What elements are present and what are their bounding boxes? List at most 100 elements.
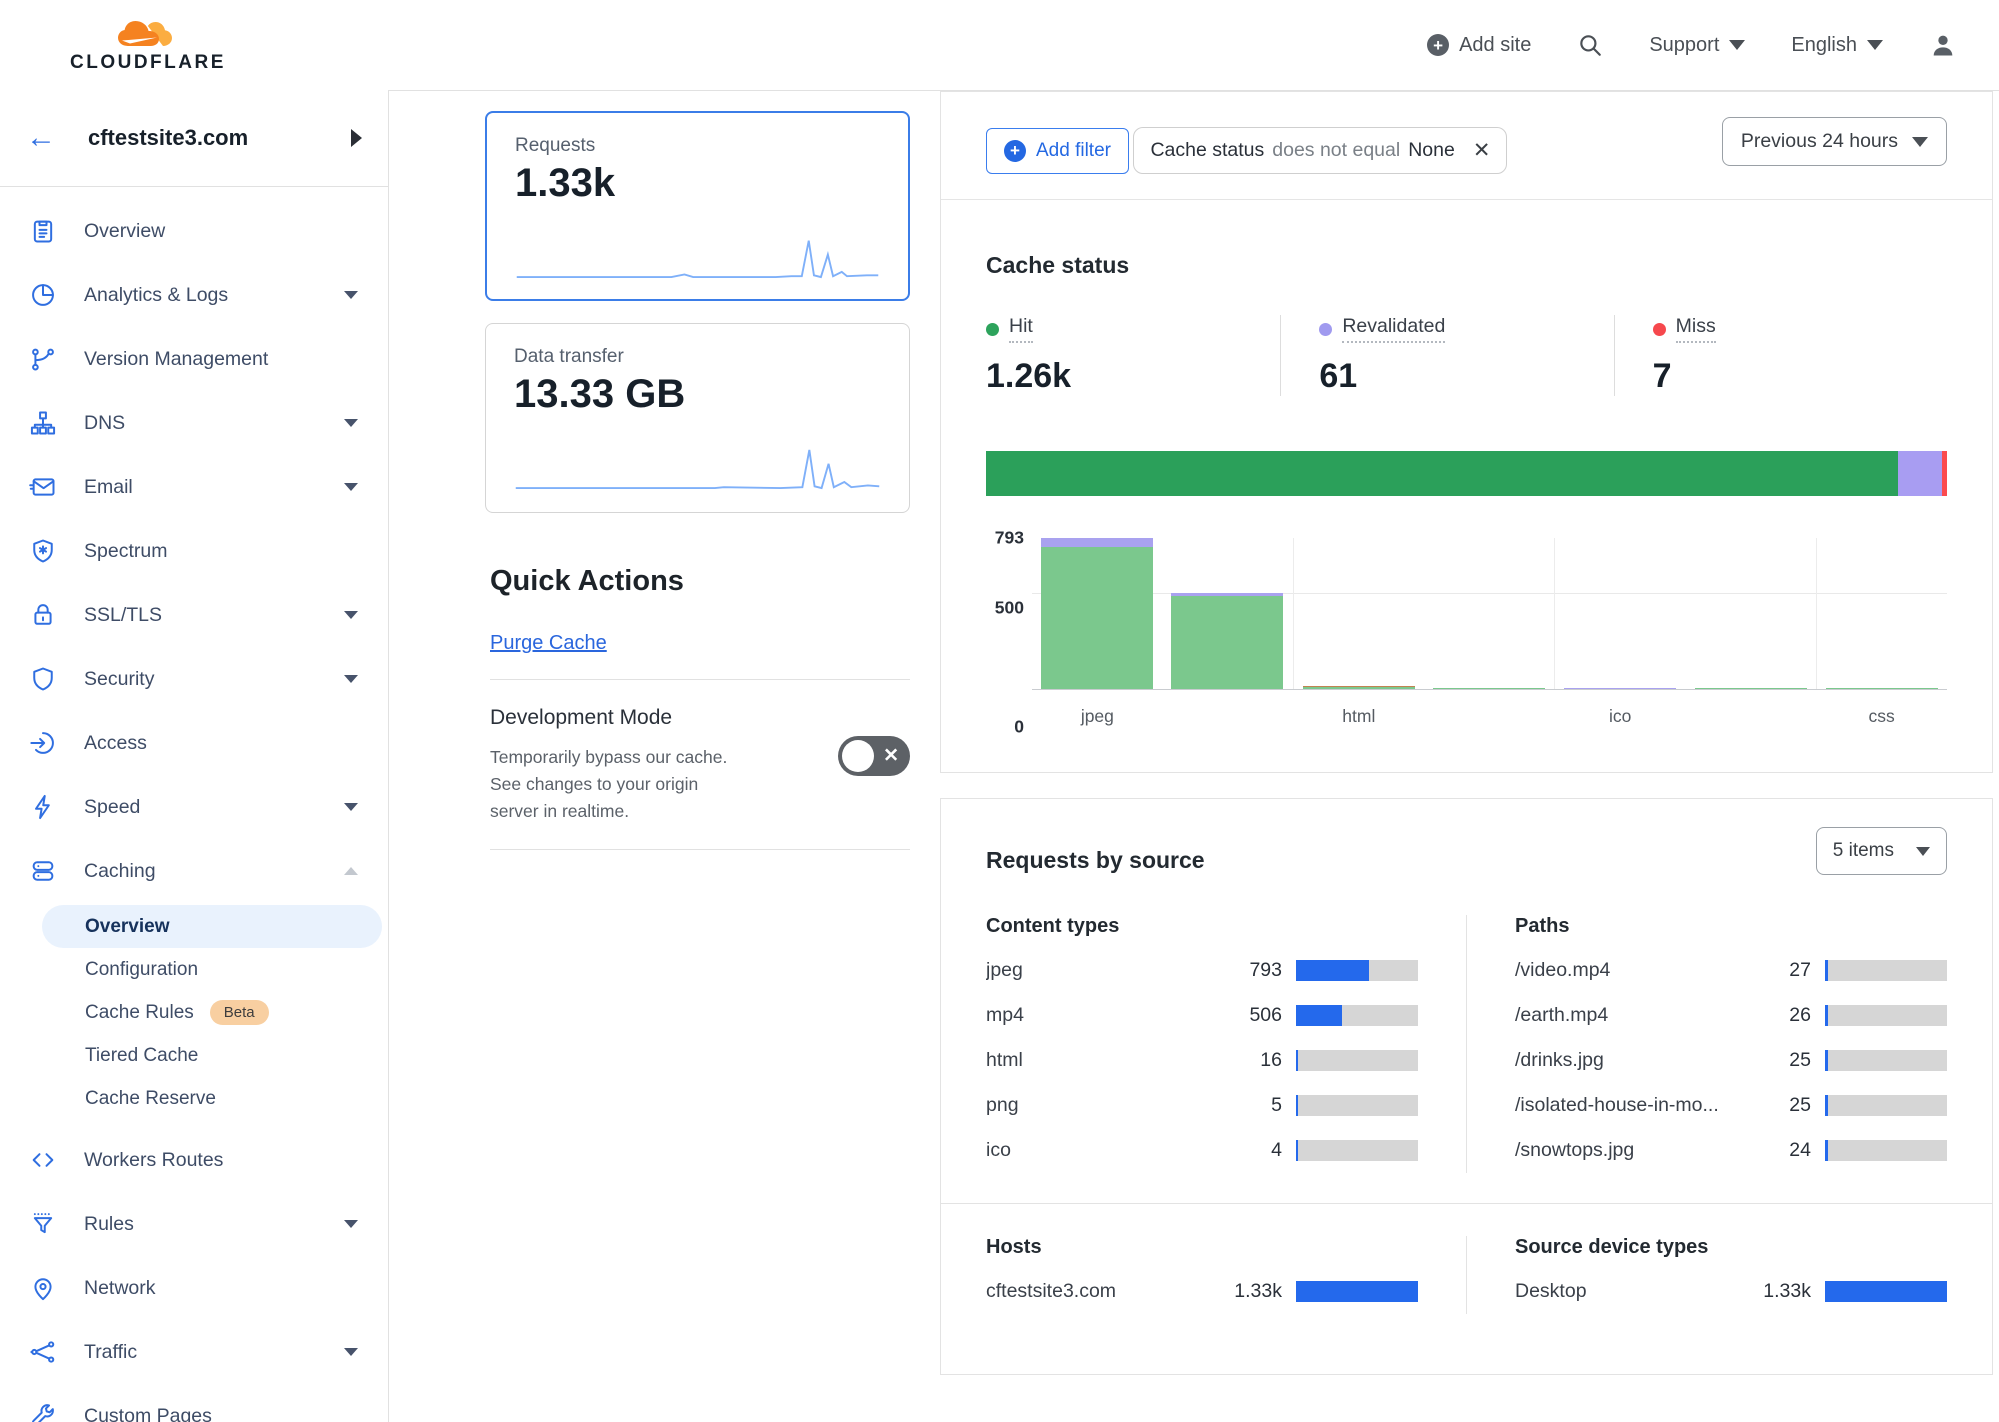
row-value: 793 [1249,959,1282,981]
sidebar-item-access[interactable]: Access [0,711,388,775]
location-pin-icon [28,1273,58,1303]
back-arrow-icon[interactable]: ← [26,121,56,154]
development-mode-toggle[interactable]: ✕ [838,736,910,776]
data-transfer-card[interactable]: Data transfer 13.33 GB [485,323,910,513]
pie-chart-icon [28,280,58,310]
row-meter [1296,1281,1418,1302]
row-meter [1296,1140,1418,1161]
time-range-select[interactable]: Previous 24 hours [1721,117,1947,166]
row-label: /earth.mp4 [1515,1004,1609,1026]
analytics-panel: + Add filter Cache status does not equal… [940,91,1999,1422]
server-stack-icon [28,856,58,886]
sidebar-item-custom-pages[interactable]: Custom Pages [0,1384,388,1422]
stat-revalidated-label[interactable]: Revalidated [1319,315,1446,343]
source-column-content-types: Content types jpeg 793 mp4 506 html 16 png 5 ico 4 [986,915,1466,1173]
cloudflare-cloud-icon [117,21,172,46]
beta-badge: Beta [209,1000,269,1025]
y-tick-label: 0 [1014,716,1024,737]
sidebar-item-workers-routes[interactable]: Workers Routes [0,1128,388,1192]
purge-cache-link[interactable]: Purge Cache [490,632,607,654]
sidebar-item-label: Email [84,475,133,498]
y-tick-label: 500 [994,597,1024,618]
sidebar-item-dns[interactable]: DNS [0,391,388,455]
search-button[interactable] [1577,32,1603,58]
sidebar-item-speed[interactable]: Speed [0,775,388,839]
toggle-knob [842,740,874,772]
sidebar-item-caching-configuration[interactable]: Configuration [42,948,382,991]
table-row: /snowtops.jpg 24 [1515,1128,1947,1173]
row-meter [1296,1005,1418,1026]
sidebar-nav: Overview Analytics & Logs Version Manageme… [0,187,388,1422]
bar-slot-html [1294,538,1424,689]
stat-miss-label[interactable]: Miss [1652,315,1716,343]
row-meter-fill [1296,1095,1298,1116]
account-menu[interactable] [1929,31,1957,59]
sidebar-item-analytics-logs[interactable]: Analytics & Logs [0,263,388,327]
support-menu[interactable]: Support [1649,34,1746,57]
bar-segment-miss [1302,685,1415,687]
sidebar-item-version-management[interactable]: Version Management [0,327,388,391]
table-row: html 16 [986,1038,1418,1083]
divider [941,199,1992,200]
row-value: 16 [1260,1049,1282,1071]
sidebar-item-label: SSL/TLS [84,603,163,626]
requests-card-label: Requests [515,135,596,156]
sidebar-item-email[interactable]: Email [0,455,388,519]
stacked-bar-segment-hit [986,451,1898,496]
stat-hit-label[interactable]: Hit [986,315,1033,343]
sidebar-item-rules[interactable]: Rules [0,1192,388,1256]
row-label: html [986,1049,1023,1071]
row-value: 26 [1789,1004,1811,1026]
bar-segment-hit [1041,546,1154,689]
sidebar-item-cache-reserve[interactable]: Cache Reserve [42,1077,382,1120]
sidebar-item-overview[interactable]: Overview [0,199,388,263]
sidebar-item-security[interactable]: Security [0,647,388,711]
site-switcher-chevron-icon[interactable] [351,129,362,147]
add-site-button[interactable]: + Add site [1427,34,1531,57]
row-label: /isolated-house-in-mo... [1515,1094,1719,1116]
remove-filter-icon[interactable]: ✕ [1472,139,1491,162]
filter-chip[interactable]: Cache status does not equal None ✕ [1133,127,1508,174]
sidebar-item-spectrum[interactable]: Spectrum [0,519,388,583]
sidebar: ← cftestsite3.com Overview Analytics & Lo… [0,90,389,1422]
chevron-down-icon [344,803,358,811]
stat-hit: Hit 1.26k [986,315,1280,396]
cloudflare-logo[interactable]: CLOUDFLARE [70,16,226,74]
sidebar-item-label: Version Management [84,347,269,370]
row-label: png [986,1094,1019,1116]
chevron-down-icon [344,611,358,619]
row-value: 27 [1789,959,1811,981]
row-meter-fill [1825,960,1829,981]
items-count-select[interactable]: 5 items [1815,827,1947,875]
chevron-down-icon [1867,40,1883,50]
sidebar-item-label: Traffic [84,1340,138,1363]
y-tick-label: 793 [994,527,1024,548]
table-row: ico 4 [986,1128,1418,1173]
add-filter-button[interactable]: + Add filter [986,128,1129,174]
table-row: cftestsite3.com 1.33k [986,1269,1418,1314]
branch-icon [28,344,58,374]
requests-card[interactable]: Requests 1.33k [485,111,910,301]
sidebar-item-caching-overview[interactable]: Overview [42,905,382,948]
row-label: cftestsite3.com [986,1280,1117,1302]
requests-sparkline [516,240,879,279]
sidebar-item-label: Spectrum [84,539,168,562]
row-meter [1296,960,1418,981]
row-label: Desktop [1515,1280,1587,1302]
sidebar-item-cache-rules[interactable]: Cache Rules Beta [42,991,382,1034]
bar-segment-hit [1171,595,1284,689]
sidebar-item-caching[interactable]: Caching [0,839,388,903]
row-value: 1.33k [1234,1280,1282,1302]
x-tick-label-empty [1686,706,1817,727]
sidebar-item-traffic[interactable]: Traffic [0,1320,388,1384]
sidebar-item-ssl-tls[interactable]: SSL/TLS [0,583,388,647]
sidebar-item-network[interactable]: Network [0,1256,388,1320]
language-menu[interactable]: English [1791,34,1883,57]
cache-status-heading: Cache status [986,252,1130,278]
source-column-paths: Paths/video.mp4 27/earth.mp4 26/drinks.jpg… [1466,915,1947,1173]
source-column-title: Content types [986,915,1120,937]
sidebar-item-tiered-cache[interactable]: Tiered Cache [42,1034,382,1077]
x-tick-label-empty [1163,706,1294,727]
cache-status-card: + Add filter Cache status does not equal… [940,91,1993,773]
x-tick-label-css: css [1868,706,1895,726]
